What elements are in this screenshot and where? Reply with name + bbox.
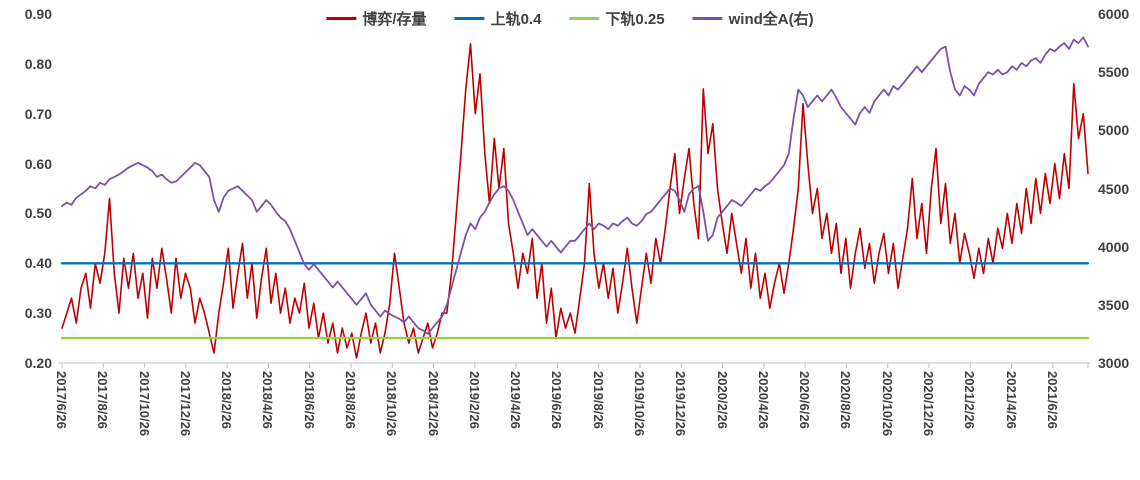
left-axis-tick-label: 0.20 <box>24 355 52 371</box>
right-axis-tick-label: 4500 <box>1098 180 1130 197</box>
x-axis-tick-label: 2019/8/26 <box>590 371 606 429</box>
x-axis-tick-label: 2019/2/26 <box>466 371 482 429</box>
left-axis-tick-label: 0.80 <box>24 55 52 72</box>
x-axis-tick-label: 2017/12/26 <box>177 371 193 437</box>
x-axis-tick-label: 2019/6/26 <box>549 371 565 429</box>
legend-line-swatch <box>569 17 600 20</box>
x-axis-tick-label: 2020/4/26 <box>755 371 771 429</box>
x-axis-tick-label: 2020/8/26 <box>838 371 854 429</box>
legend-item-lower-band[interactable]: 下轨0.25 <box>569 8 665 29</box>
x-axis-tick-label: 2020/10/26 <box>879 371 895 437</box>
left-axis-tick-label: 0.50 <box>24 205 52 222</box>
series-line-boyi-cunliang <box>61 43 1089 359</box>
x-axis-tick-label: 2021/4/26 <box>1003 371 1019 429</box>
chart-legend: 博弈/存量 上轨0.4 下轨0.25 wind全A(右) <box>326 8 814 29</box>
x-axis-tick-label: 2018/10/26 <box>384 371 400 437</box>
left-axis-tick-label: 0.90 <box>24 6 52 22</box>
x-axis-tick-label: 2019/12/26 <box>673 371 689 437</box>
left-axis-tick-label: 0.60 <box>24 155 52 172</box>
left-axis-tick-label: 0.30 <box>24 305 52 322</box>
x-axis-tick-label: 2017/8/26 <box>95 371 111 429</box>
x-axis-tick-label: 2019/4/26 <box>508 371 524 429</box>
x-axis-tick-label: 2020/2/26 <box>714 371 730 429</box>
x-axis-tick-label: 2018/12/26 <box>425 371 441 437</box>
x-axis-tick-label: 2017/10/26 <box>136 371 152 437</box>
x-axis-tick-label: 2020/6/26 <box>797 371 813 429</box>
x-axis-tick-label: 2018/6/26 <box>301 371 317 429</box>
legend-item-wind-all-a[interactable]: wind全A(右) <box>692 8 814 29</box>
x-axis-tick-label: 2018/2/26 <box>219 371 235 429</box>
legend-item-upper-band[interactable]: 上轨0.4 <box>454 8 542 29</box>
legend-label: 博弈/存量 <box>362 11 427 28</box>
legend-line-swatch <box>692 17 723 20</box>
x-axis-tick-label: 2020/12/26 <box>920 371 936 437</box>
x-axis-tick-label: 2019/10/26 <box>631 371 647 437</box>
legend-line-swatch <box>326 17 357 20</box>
right-axis-tick-label: 5000 <box>1098 122 1130 139</box>
legend-label: 下轨0.25 <box>605 11 665 28</box>
right-axis-tick-label: 4000 <box>1098 238 1130 255</box>
right-axis-tick-label: 3500 <box>1098 296 1130 313</box>
series-line-wind-all-a <box>61 36 1089 335</box>
x-axis-tick-label: 2018/8/26 <box>342 371 358 429</box>
x-axis-tick-label: 2021/6/26 <box>1044 371 1060 429</box>
right-axis-tick-label: 6000 <box>1098 6 1130 22</box>
legend-line-swatch <box>454 17 485 20</box>
x-axis-tick-label: 2021/2/26 <box>962 371 978 429</box>
legend-item-boyi-cunliang[interactable]: 博弈/存量 <box>326 8 427 29</box>
x-axis-tick-label: 2018/4/26 <box>260 371 276 429</box>
left-axis-tick-label: 0.40 <box>24 255 52 272</box>
legend-label: 上轨0.4 <box>490 11 542 28</box>
legend-label: wind全A(右) <box>728 11 814 28</box>
right-axis-tick-label: 3000 <box>1098 355 1130 371</box>
x-axis-tick-label: 2017/6/26 <box>54 371 69 429</box>
right-axis-tick-label: 5500 <box>1098 64 1130 81</box>
left-axis-tick-label: 0.70 <box>24 105 52 122</box>
